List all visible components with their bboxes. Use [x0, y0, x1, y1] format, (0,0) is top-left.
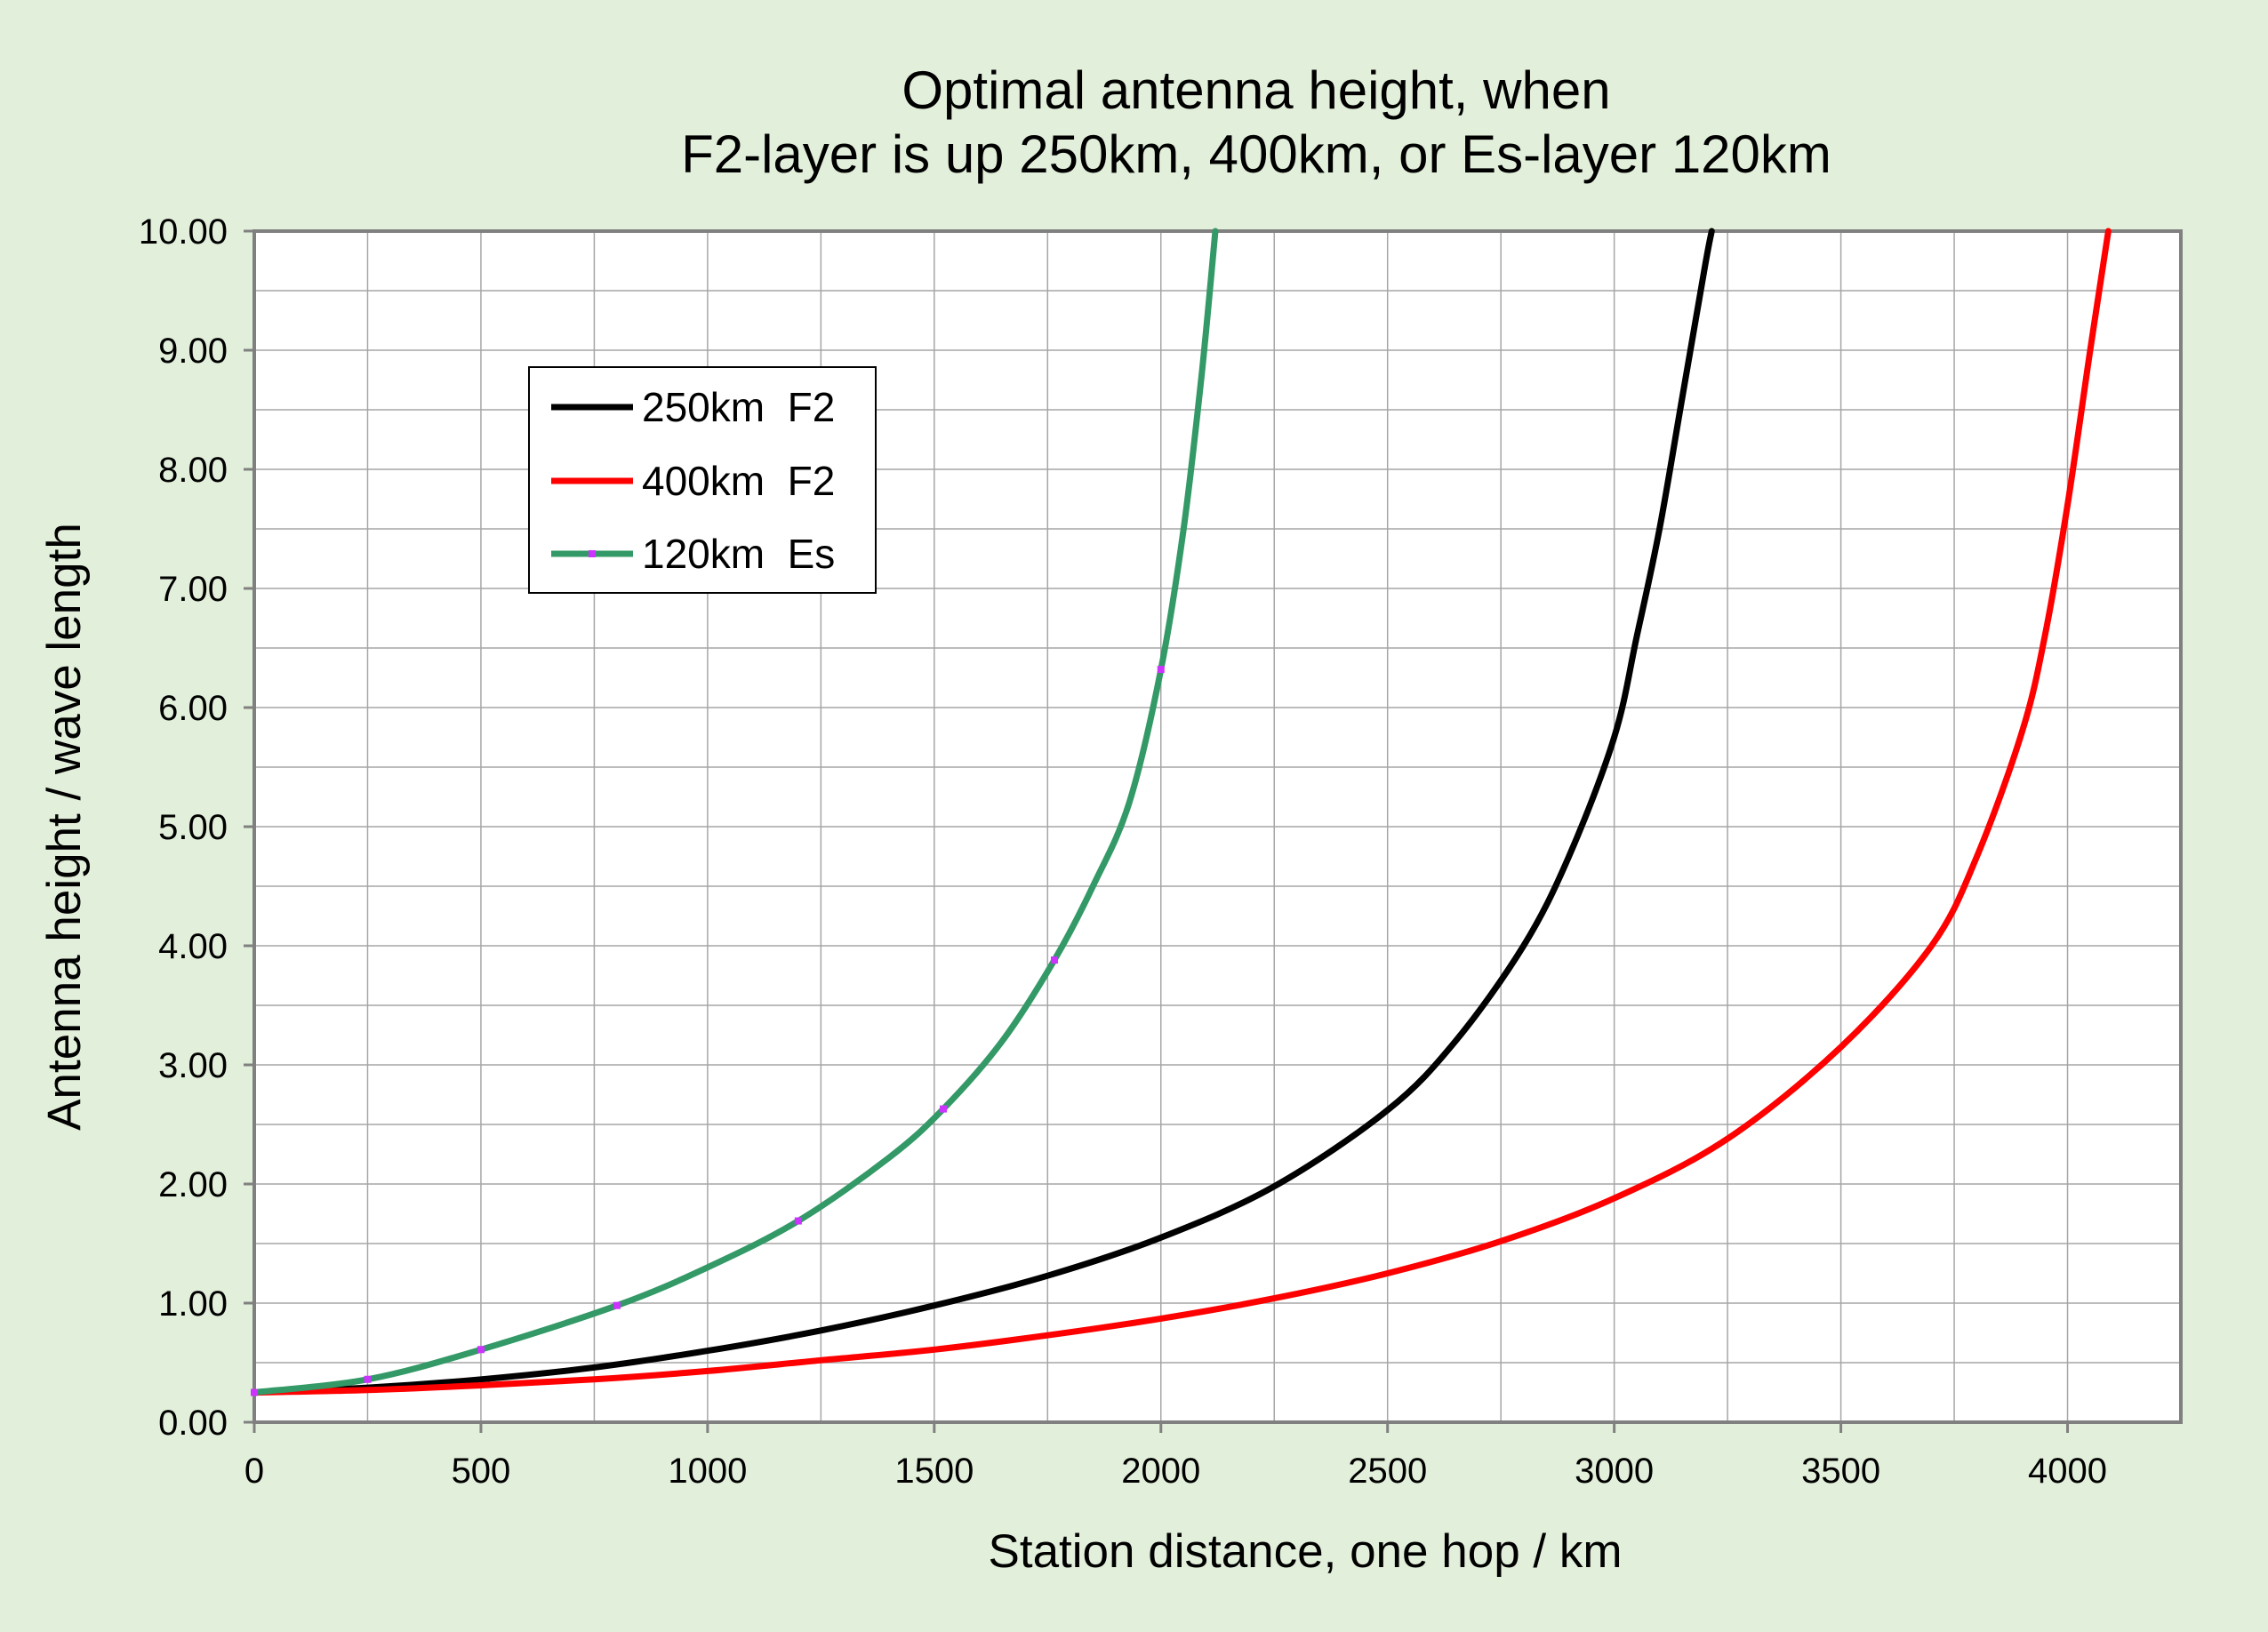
x-tick-label: 500 [452, 1452, 511, 1491]
data-point-marker [477, 1346, 485, 1354]
x-axis: 0 500 1000 1500 2000 2500 3000 3500 4000 [244, 1422, 2107, 1491]
x-tick-label: 3500 [1801, 1452, 1880, 1491]
y-tick-label: 9.00 [158, 332, 228, 371]
series [251, 228, 2112, 1396]
x-tick-label: 1000 [668, 1452, 747, 1491]
data-point-marker [940, 1105, 948, 1113]
y-tick-label: 1.00 [158, 1284, 228, 1324]
y-tick-label: 6.00 [158, 689, 228, 728]
data-point-marker [1050, 956, 1058, 964]
y-tick-label: 2.00 [158, 1165, 228, 1204]
series-line-120km-es [251, 228, 1219, 1396]
legend: 250km F2 400km F2 120km Es [528, 366, 877, 594]
x-axis-label: Station distance, one hop / km [989, 1525, 1623, 1578]
y-tick-label: 5.00 [158, 808, 228, 847]
series-120km-es [251, 228, 1219, 1396]
x-tick-label: 4000 [2028, 1452, 2107, 1491]
y-tick-label: 10.00 [139, 212, 228, 252]
x-tick-label: 1500 [894, 1452, 974, 1491]
data-point-marker [613, 1301, 621, 1309]
y-tick-label: 3.00 [158, 1046, 228, 1085]
chart-title-line-1: Optimal antenna height, when [902, 60, 1610, 120]
y-tick-label: 0.00 [158, 1404, 228, 1443]
legend-marker-120km-es [589, 550, 596, 557]
series-line-400km-f2 [251, 228, 2112, 1396]
legend-label-400km-f2: 400km F2 [642, 458, 835, 504]
series-250km-f2 [251, 228, 1715, 1396]
x-tick-label: 2000 [1121, 1452, 1200, 1491]
y-axis-label: Antenna height / wave length [38, 523, 91, 1131]
legend-label-120km-es: 120km Es [642, 531, 835, 577]
chart-title-line-2: F2-layer is up 250km, 400km, or Es-layer… [681, 124, 1831, 184]
data-point-marker [364, 1375, 372, 1383]
data-point-marker [1157, 666, 1165, 674]
x-tick-label: 2500 [1348, 1452, 1427, 1491]
legend-label-250km-f2: 250km F2 [642, 384, 835, 430]
chart-title: Optimal antenna height, when F2-layer is… [681, 60, 1831, 184]
series-400km-f2 [251, 228, 2112, 1396]
data-point-marker [251, 1388, 258, 1396]
y-tick-label: 4.00 [158, 927, 228, 966]
y-tick-label: 8.00 [158, 451, 228, 490]
y-tick-label: 7.00 [158, 570, 228, 609]
x-tick-label: 0 [244, 1452, 264, 1491]
data-point-marker [794, 1217, 802, 1225]
y-axis: 0.00 1.00 2.00 3.00 4.00 5.00 6.00 7.00 8.00 9.00… [139, 212, 254, 1443]
x-tick-label: 3000 [1575, 1452, 1654, 1491]
series-line-250km-f2 [251, 228, 1715, 1396]
